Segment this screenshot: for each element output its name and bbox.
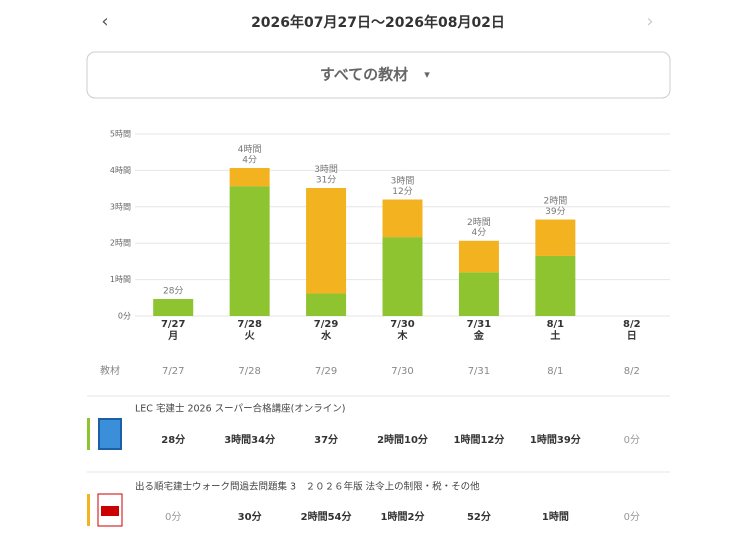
row-color-bar <box>87 494 90 526</box>
bar-segment <box>382 237 423 316</box>
y-tick-label: 0分 <box>118 312 131 321</box>
row-cell: 2時間10分 <box>377 433 428 446</box>
table-header: 教材 <box>100 364 120 377</box>
bar-segment <box>382 199 423 238</box>
row-cell: 2時間54分 <box>301 510 352 523</box>
x-tick-label: 7/27 <box>161 319 186 330</box>
column-header: 7/30 <box>391 366 413 377</box>
row-cell: 37分 <box>314 433 338 446</box>
book-icon <box>100 420 120 448</box>
row-cell: 0分 <box>624 511 640 523</box>
row-cell: 1時間 <box>542 510 569 523</box>
column-header: 8/2 <box>624 366 640 377</box>
column-header: 7/28 <box>238 366 260 377</box>
total-label: 2時間 39分 <box>543 195 567 216</box>
bar-segment <box>306 187 347 294</box>
x-tick-label: 7/29 <box>314 319 339 330</box>
y-tick-label: 5時間 <box>110 130 131 139</box>
x-weekday-label: 木 <box>397 329 409 342</box>
x-tick-label: 8/1 <box>547 319 565 330</box>
row-name: 出る順宅建士ウォーク問過去問題集 3 ２０２６年版 法令上の制限・税・その他 <box>135 481 480 493</box>
column-header: 7/29 <box>315 366 337 377</box>
bar-segment <box>535 255 576 316</box>
total-label: 2時間 4分 <box>467 216 491 237</box>
filter-label: すべての教材 <box>320 66 408 84</box>
y-tick-label: 3時間 <box>110 202 131 211</box>
bar-segment <box>229 167 270 187</box>
row-cell: 28分 <box>161 433 185 446</box>
x-weekday-label: 火 <box>245 330 256 342</box>
x-weekday-label: 金 <box>473 329 485 342</box>
total-label: 3時間 31分 <box>314 163 338 184</box>
total-label: 28分 <box>163 286 183 297</box>
y-tick-label: 1時間 <box>110 275 131 284</box>
row-cell: 52分 <box>467 510 491 523</box>
bar-segment <box>535 219 576 256</box>
row-cell: 1時間12分 <box>453 433 504 446</box>
next-button[interactable]: › <box>646 11 653 32</box>
row-cell: 30分 <box>238 510 262 523</box>
row-name: LEC 宅建士 2026 スーパー合格講座(オンライン) <box>135 403 345 415</box>
x-weekday-label: 水 <box>320 329 332 342</box>
row-cell: 0分 <box>165 511 181 523</box>
total-label: 3時間 12分 <box>391 175 415 196</box>
x-tick-label: 7/30 <box>390 319 415 330</box>
x-tick-label: 8/2 <box>623 319 641 330</box>
bar-segment <box>153 299 194 316</box>
x-weekday-label: 日 <box>627 330 637 342</box>
filter-caret: ▾ <box>424 68 430 81</box>
y-tick-label: 2時間 <box>110 239 131 248</box>
prev-button[interactable]: ‹ <box>101 11 108 32</box>
book-icon <box>101 506 119 516</box>
row-color-bar <box>87 418 90 450</box>
date-range: 2026年07月27日〜2026年08月02日 <box>251 14 505 31</box>
bar-segment <box>458 272 499 316</box>
x-weekday-label: 土 <box>550 329 560 342</box>
column-header: 8/1 <box>547 366 563 377</box>
bar-segment <box>458 240 499 273</box>
bar-segment <box>229 186 270 316</box>
column-header: 7/31 <box>468 366 490 377</box>
total-label: 4時間 4分 <box>238 143 262 164</box>
x-weekday-label: 月 <box>167 330 178 342</box>
row-cell: 1時間39分 <box>530 433 581 446</box>
column-header: 7/27 <box>162 366 184 377</box>
row-cell: 3時間34分 <box>224 433 275 446</box>
row-cell: 0分 <box>624 434 640 446</box>
y-tick-label: 4時間 <box>110 166 131 175</box>
x-tick-label: 7/28 <box>237 319 262 330</box>
bar-segment <box>306 293 347 316</box>
filter-dropdown[interactable] <box>86 51 671 99</box>
row-cell: 1時間2分 <box>381 510 425 523</box>
x-tick-label: 7/31 <box>467 319 492 330</box>
